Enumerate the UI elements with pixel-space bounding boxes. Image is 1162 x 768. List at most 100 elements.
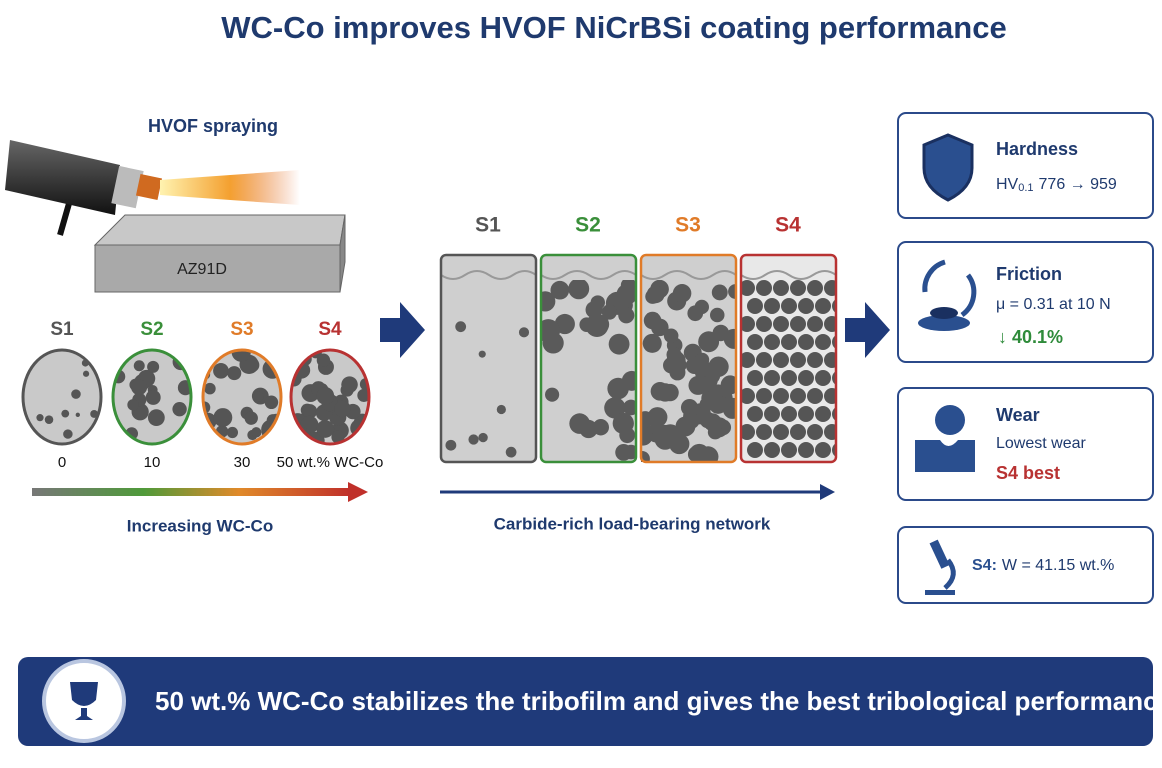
particle [790,352,806,368]
sample-rim [21,348,103,446]
spray-label: HVOF spraying [148,116,278,136]
particle [707,424,723,440]
particle [316,386,335,405]
result-card: Friction μ = 0.31 at 10 N ↓ 40.1% [897,241,1154,363]
particle [764,298,780,314]
particle [720,375,736,395]
particle [699,397,714,412]
panel-name: S2 [575,214,601,237]
particle [756,352,772,368]
particle [445,439,457,451]
particle [213,408,233,427]
particle [647,407,668,428]
particle [815,334,831,350]
particle [204,382,216,395]
particle [646,285,665,304]
particle [747,442,763,458]
particle [764,370,780,386]
microscope-icon [925,539,956,595]
network-panel: S3 [639,214,738,464]
particle [661,383,679,402]
particle [227,366,242,381]
particle [127,399,139,411]
particle [709,307,725,323]
panel-name: S3 [675,214,701,237]
sample-rim [111,348,193,446]
particle [824,316,836,332]
particle [82,370,90,377]
particle [747,370,763,386]
particle [708,395,728,414]
card-change: ↓ 40.1% [998,327,1063,347]
particle [251,427,262,438]
panel-border [639,253,738,464]
panel-bg [441,255,536,462]
particle [692,375,710,394]
particle [684,413,700,429]
particle [764,334,780,350]
particle [71,389,81,399]
particle [608,333,630,355]
gradient-label: Increasing WC-Co [127,516,273,535]
sample-content: 10 [144,454,161,471]
particle [641,451,650,462]
hv: HV [996,176,1019,193]
network-arrowhead [820,484,835,500]
particle [756,424,772,440]
particle [61,409,70,418]
network-panel: S4 [739,214,838,464]
sample-rim [289,348,371,446]
particle [172,401,187,417]
particle [832,371,836,385]
particle [496,404,506,415]
sample-content: 30 [234,454,251,471]
particle [663,328,679,344]
particle [773,424,789,440]
sample: S3 30 [201,319,283,471]
title: WC-Co improves HVOF NiCrBSi coating perf… [221,10,1006,45]
card-value: Lowest wear [996,435,1086,452]
panel-name: S1 [475,214,501,237]
particle [773,352,789,368]
particle [807,352,823,368]
hv-value: 776 → 959 [1039,176,1117,193]
particle [203,435,217,444]
particle [781,298,797,314]
particle [23,432,27,438]
particle [815,406,831,422]
particle [815,370,831,386]
network-panel: S1 [439,214,538,464]
composition: W = 41.15 wt.% [1002,557,1115,574]
particle [747,334,763,350]
network-panels: S1 S2 S3 S4 [439,214,838,464]
particle [756,280,772,296]
particle [790,316,806,332]
particle [824,352,836,368]
particle [781,442,797,458]
network-label: Carbide-rich load-bearing network [494,514,771,533]
particle [36,414,44,422]
particle [133,360,145,372]
coating-surface [540,270,637,280]
sample-name: S3 [230,319,253,340]
sample: S4: [972,557,997,574]
particle [697,446,719,462]
particle [781,334,797,350]
panel-name: S4 [775,214,801,237]
particle [728,284,736,299]
particle [579,317,594,332]
particle [641,426,653,446]
result-card: Hardness HV0.1 776 → 959 [897,112,1154,219]
particle [711,284,728,301]
sample-row: S1 0 S2 10 S3 30 S4 50 wt.% WC-Co [21,319,383,471]
particle [672,284,692,303]
card-best: S4 best [996,463,1060,483]
card-value: μ = 0.31 at 10 N [996,296,1111,313]
particle [131,379,148,396]
particle [568,280,590,300]
coating-surface [640,270,737,280]
particle [545,387,560,402]
particle [807,316,823,332]
particle [226,426,239,439]
gradient-bar [32,488,350,496]
